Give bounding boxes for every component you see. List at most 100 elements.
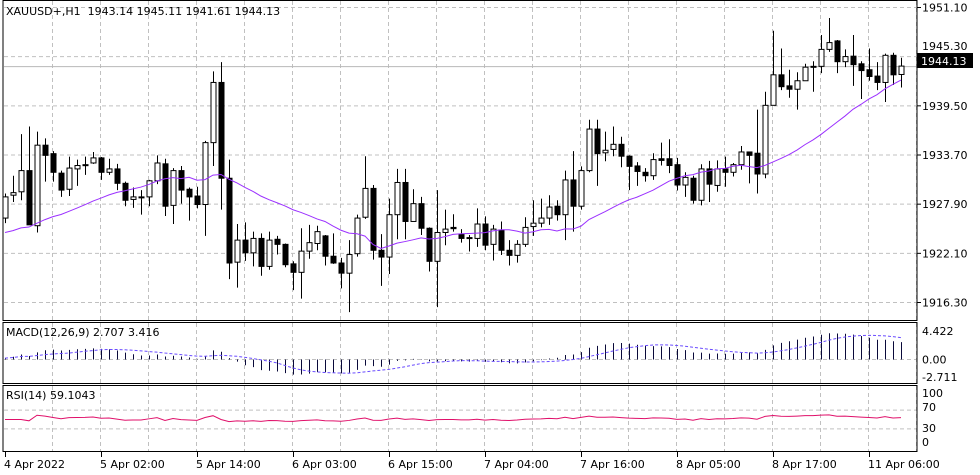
- bull-candle-body: [306, 242, 313, 252]
- chart-header: XAUUSD+,H1 1943.14 1945.11 1941.61 1944.…: [6, 5, 280, 18]
- bear-candle-body: [626, 155, 633, 167]
- bull-candle-body: [354, 217, 361, 255]
- macd-main-value: 2.707: [93, 326, 125, 339]
- bear-candle-body: [690, 177, 697, 201]
- bear-candle-body: [194, 195, 201, 206]
- current-price-label: 1944.13: [921, 55, 967, 68]
- bull-candle-body: [530, 222, 537, 228]
- bear-candle-body: [554, 205, 561, 216]
- bull-candle-body: [818, 48, 825, 67]
- macd-tick-label: -2.711: [922, 371, 957, 384]
- bull-candle-body: [514, 243, 521, 256]
- bull-candle-body: [602, 149, 609, 154]
- bear-candle-body: [42, 144, 49, 156]
- macd-tick-label: 0.00: [922, 354, 947, 367]
- bull-candle-body: [130, 196, 137, 200]
- bull-candle-body: [18, 170, 25, 193]
- bear-candle-body: [242, 239, 249, 254]
- bull-candle-body: [66, 167, 73, 190]
- rsi-tick-label: 30: [922, 422, 936, 435]
- bull-candle-body: [562, 179, 569, 216]
- bear-candle-body: [594, 128, 601, 155]
- bull-candle-body: [386, 214, 393, 258]
- bull-candle-body: [770, 74, 777, 106]
- bear-candle-body: [258, 237, 265, 267]
- bull-candle-body: [106, 168, 113, 173]
- bear-candle-body: [178, 170, 185, 191]
- time-tick-label: 6 Apr 15:00: [388, 458, 453, 471]
- bear-candle-body: [402, 181, 409, 222]
- bull-candle-body: [2, 196, 9, 219]
- bear-candle-body: [570, 179, 577, 207]
- bull-candle-body: [578, 170, 585, 207]
- panel-frames: [2, 0, 918, 452]
- grid: [4, 1, 917, 451]
- time-tick-label: 6 Apr 03:00: [292, 458, 357, 471]
- bear-candle-body: [274, 238, 281, 245]
- bull-candle-body: [546, 206, 553, 219]
- bull-candle-body: [234, 239, 241, 263]
- bear-candle-body: [754, 152, 761, 175]
- ma-line: [4, 79, 902, 249]
- rsi-line: [5, 414, 902, 423]
- price-tick-label: 1927.90: [922, 198, 968, 211]
- bull-candle-body: [682, 176, 689, 186]
- bull-candle-body: [138, 196, 145, 199]
- ohlc-high: 1945.11: [136, 5, 183, 18]
- bear-candle-body: [706, 168, 713, 185]
- time-tick-label: 5 Apr 02:00: [100, 458, 165, 471]
- bear-candle-body: [834, 40, 841, 63]
- bear-candle-body: [330, 255, 337, 264]
- ohlc-low: 1941.61: [185, 5, 232, 18]
- bull-candle-body: [34, 144, 41, 227]
- symbol-label: XAUUSD+,H1: [6, 5, 81, 18]
- bear-candle-body: [666, 158, 673, 167]
- bear-candle-body: [426, 227, 433, 262]
- bull-candle-body: [442, 228, 449, 233]
- bull-candle-body: [714, 168, 721, 186]
- bear-candle-body: [866, 69, 873, 78]
- bull-candle-body: [898, 65, 905, 75]
- bull-candle-body: [738, 151, 745, 166]
- bear-candle-body: [50, 153, 57, 173]
- bull-candle-body: [586, 128, 593, 172]
- bear-candle-body: [858, 63, 865, 72]
- bear-candle-body: [890, 54, 897, 76]
- price-tick-label: 1945.30: [922, 40, 968, 53]
- time-tick-label: 4 Apr 2022: [4, 458, 65, 471]
- macd-label: MACD(12,26,9): [6, 326, 90, 339]
- bear-candle-body: [722, 168, 729, 173]
- bull-candle-body: [434, 231, 441, 262]
- bull-candle-body: [362, 187, 369, 218]
- bear-candle-body: [642, 171, 649, 177]
- bear-candle-body: [218, 81, 225, 179]
- bull-candle-body: [610, 143, 617, 150]
- bull-candle-body: [74, 165, 81, 170]
- bull-candle-body: [410, 203, 417, 222]
- bear-candle-body: [186, 188, 193, 198]
- bear-candle-body: [786, 85, 793, 90]
- bull-candle-body: [650, 159, 657, 177]
- bull-candle-body: [802, 66, 809, 82]
- bear-candle-body: [658, 158, 665, 161]
- rsi-tick-label: 0: [922, 436, 929, 449]
- bull-candle-body: [210, 81, 217, 144]
- bear-candle-body: [450, 226, 457, 230]
- current-price-box: [917, 53, 973, 68]
- bull-candle-body: [538, 217, 545, 224]
- bear-candle-body: [282, 243, 289, 266]
- rsi-panel: [4, 409, 916, 430]
- bear-candle-body: [498, 229, 505, 251]
- macd-header: MACD(12,26,9) 2.707 3.416: [6, 326, 160, 339]
- bear-candle-body: [850, 55, 857, 66]
- bull-candle-body: [490, 228, 497, 245]
- bull-candle-body: [882, 54, 889, 83]
- bear-candle-body: [634, 165, 641, 172]
- bear-candle-body: [378, 249, 385, 258]
- bull-candle-body: [730, 164, 737, 173]
- bull-candle-body: [266, 239, 273, 267]
- bear-candle-body: [290, 263, 297, 273]
- bull-candle-body: [202, 142, 209, 206]
- bear-candle-body: [122, 182, 129, 201]
